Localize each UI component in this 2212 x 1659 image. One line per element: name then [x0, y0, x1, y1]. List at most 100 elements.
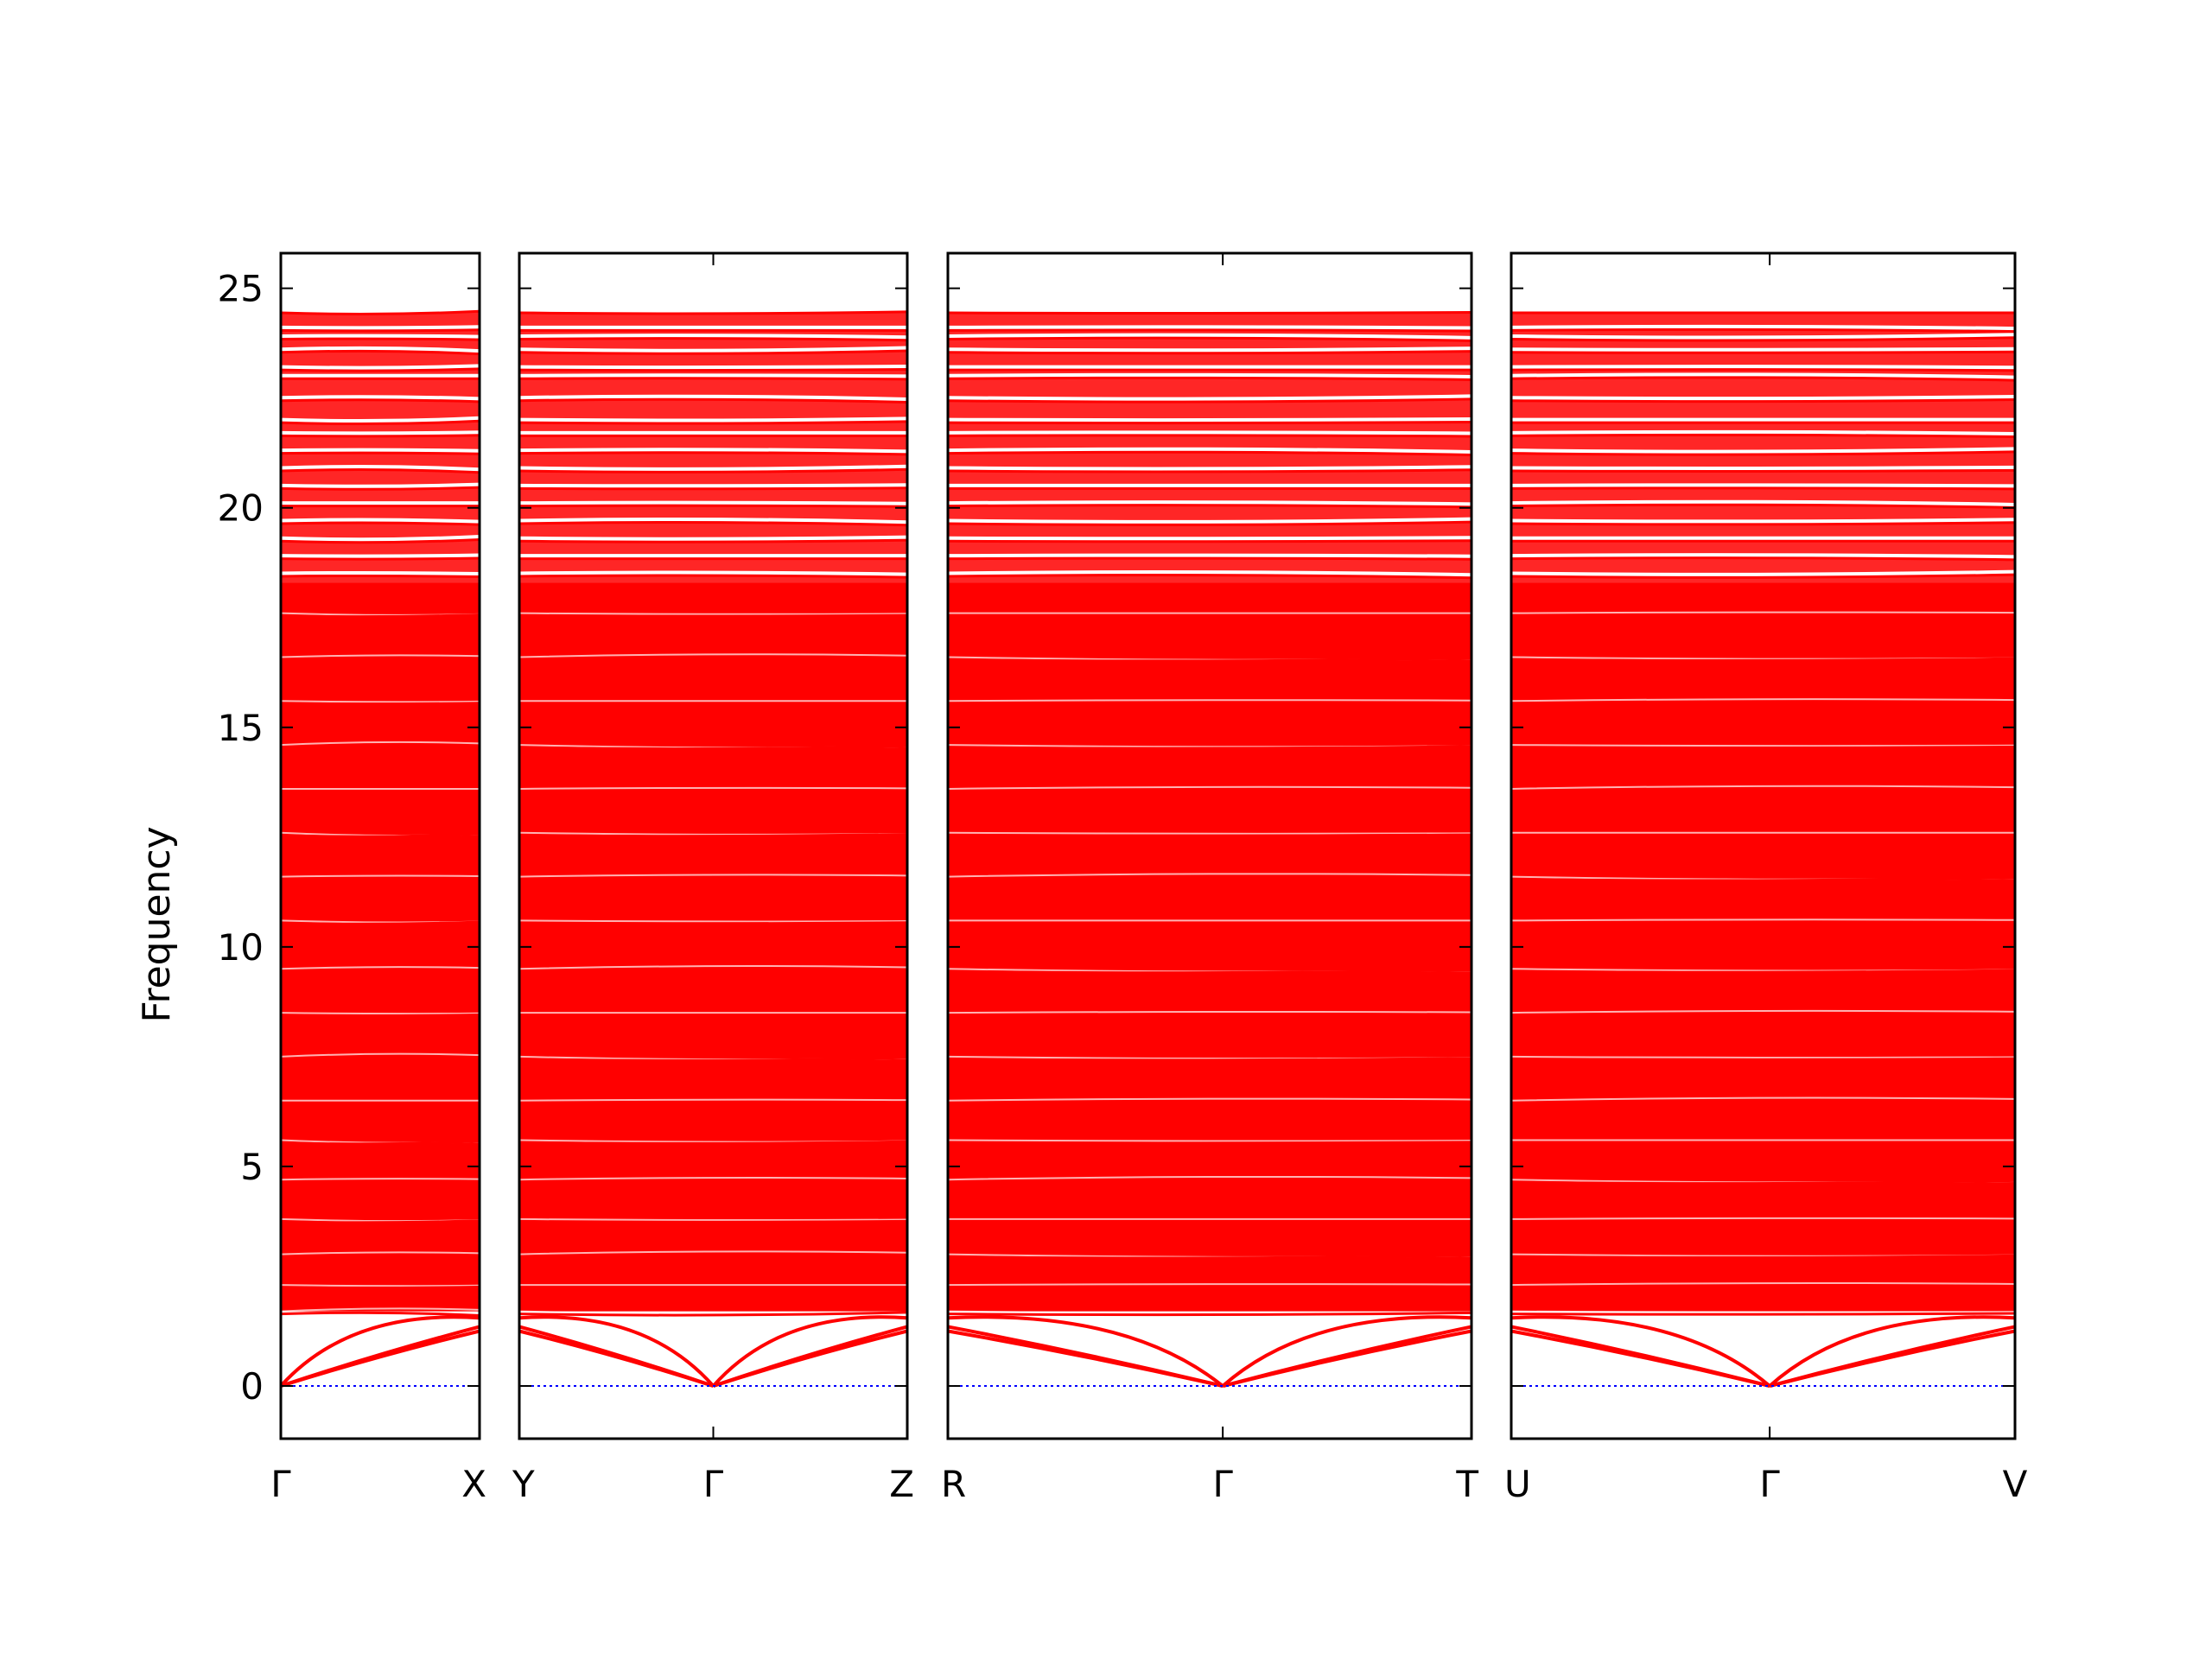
- band-line: [947, 1057, 1472, 1062]
- band-gap-line: [947, 699, 1472, 702]
- band-line: [518, 310, 908, 315]
- band-line: [947, 336, 1472, 342]
- band-line: [1510, 1057, 2016, 1061]
- band-line: [280, 702, 480, 706]
- band-line: [280, 1140, 480, 1146]
- band-gap-line: [280, 334, 480, 340]
- band-line: [518, 504, 908, 508]
- band-line: [280, 877, 480, 881]
- acoustic-branch: [1769, 1325, 2016, 1388]
- band-line: [947, 702, 1472, 706]
- band-line: [280, 920, 480, 925]
- band-gap-line: [518, 1098, 908, 1102]
- band-gap-line: [280, 306, 480, 314]
- band-line: [280, 419, 480, 426]
- band-line: [947, 899, 1472, 904]
- band-line: [280, 486, 480, 491]
- panel-frame: [279, 251, 481, 1440]
- band-gap-line: [518, 874, 908, 878]
- band-line: [518, 1219, 908, 1224]
- band-gap-line: [947, 430, 1472, 436]
- band-gap-line: [518, 786, 908, 790]
- band-line: [947, 1014, 1472, 1018]
- band-gap-line: [1510, 465, 2016, 471]
- band-line: [1510, 1202, 2016, 1206]
- band-line: [280, 328, 480, 333]
- band-line: [280, 658, 480, 663]
- band-gap-line: [947, 1139, 1472, 1142]
- y-tick-label-3: 15: [218, 707, 264, 749]
- band-gap-line: [947, 570, 1472, 578]
- optical-band-region: [948, 582, 1471, 1312]
- band-gap-line: [518, 919, 908, 923]
- band-line: [518, 1254, 908, 1260]
- band-gap-line: [280, 364, 480, 371]
- band-line: [518, 898, 908, 904]
- band-gap-line: [1510, 744, 2016, 747]
- band-line: [1510, 876, 2016, 882]
- band-gap-line: [947, 416, 1472, 423]
- y-axis: Frequency 0 5 10 15 20 25: [135, 268, 264, 1408]
- band-line: [280, 367, 480, 372]
- band-gap-line: [518, 612, 908, 615]
- band-line: [1510, 746, 2016, 750]
- acoustic-branch: [518, 1325, 715, 1388]
- band-gap-line: [280, 416, 480, 424]
- band-line: [280, 810, 480, 817]
- acoustic-branch: [279, 1315, 480, 1388]
- band-gap-line: [518, 307, 908, 314]
- band-gap-line: [518, 373, 908, 379]
- band-gap-line: [1510, 518, 2016, 524]
- band-line: [947, 397, 1472, 404]
- band-line: [947, 968, 1472, 975]
- band-line: [1510, 368, 2016, 372]
- band-gap-line: [280, 1052, 480, 1058]
- band-line: [947, 1201, 1472, 1207]
- band-line: [280, 434, 480, 438]
- band-line: [518, 877, 908, 882]
- band-line: [280, 591, 480, 597]
- band-line: [1510, 613, 2016, 618]
- band-line: [280, 337, 480, 341]
- band-gap-line: [947, 873, 1472, 878]
- band-line: [518, 1079, 908, 1084]
- band-line: [1510, 1034, 2016, 1040]
- band-line: [280, 1271, 480, 1277]
- band-line: [518, 1179, 908, 1185]
- band-gap-line: [518, 1177, 908, 1181]
- band-line: [280, 1056, 480, 1063]
- band-line: [280, 309, 480, 315]
- band-gap-line: [947, 307, 1472, 314]
- band-line: [280, 1311, 480, 1317]
- band-gap-line: [1510, 365, 2016, 371]
- band-line: [280, 832, 480, 838]
- band-line: [947, 876, 1472, 882]
- band-line: [280, 1255, 480, 1260]
- band-gap-line: [1510, 372, 2016, 380]
- band-line: [947, 833, 1472, 837]
- band-gap-line: [1510, 1310, 2016, 1313]
- acoustic-branch: [1222, 1325, 1472, 1388]
- band-gap-line: [1510, 1281, 2016, 1287]
- band-line: [947, 574, 1472, 580]
- band-line: [518, 810, 908, 817]
- band-gap-line: [280, 448, 480, 454]
- band-line: [947, 504, 1472, 509]
- band-line: [1510, 1179, 2016, 1185]
- acoustic-branch: [712, 1315, 908, 1388]
- band-line: [280, 537, 480, 544]
- band-line: [947, 635, 1472, 640]
- y-tick-label-1: 5: [240, 1146, 264, 1188]
- band-line: [1510, 1236, 2016, 1243]
- panel-frame: [1510, 251, 2017, 1440]
- acoustic-branch: [1510, 1315, 1771, 1388]
- band-line: [947, 591, 1472, 596]
- band-line: [1510, 767, 2016, 772]
- band-line: [1510, 1298, 2016, 1304]
- band-gap-line: [1510, 918, 2016, 922]
- band-line: [518, 636, 908, 640]
- band-line: [280, 1118, 480, 1123]
- band-gap-line: [947, 1011, 1472, 1014]
